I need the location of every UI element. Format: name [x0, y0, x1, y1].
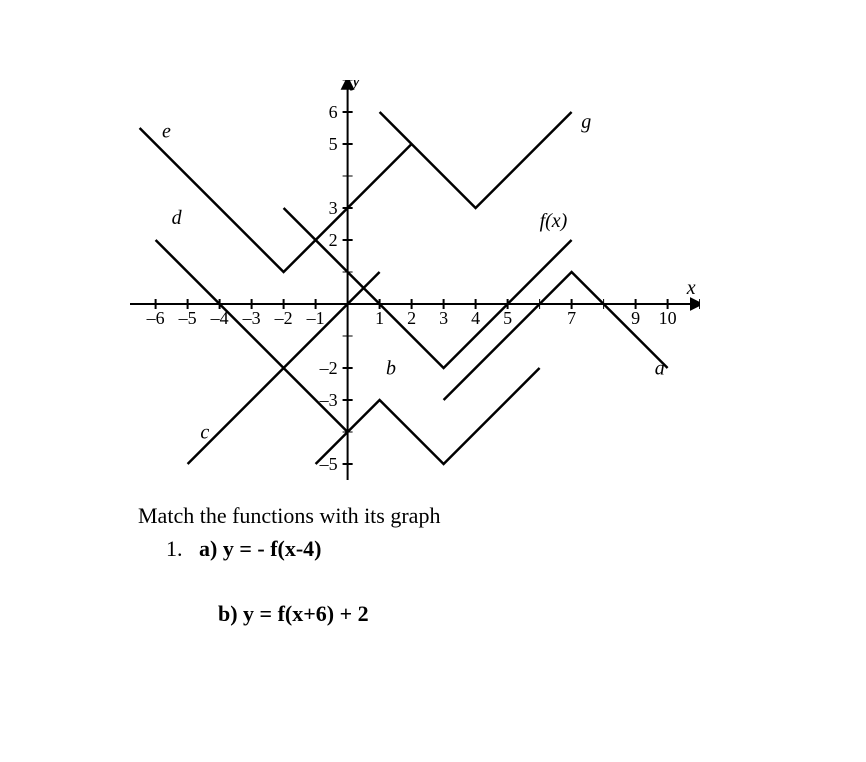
curve-e [140, 128, 412, 272]
x-tick-label: –6 [146, 308, 165, 328]
y-tick-label: 3 [329, 198, 338, 218]
curve-label-g: g [581, 111, 591, 133]
y-axis-label: y [350, 80, 361, 91]
curve-b [316, 368, 540, 464]
page: –6–5–4–3–2–11234579106532–2–3–5yxf(x)ged… [0, 0, 866, 762]
curve-label-d: d [172, 207, 183, 229]
x-tick-label: 3 [439, 308, 448, 328]
question-prompt: Match the functions with its graph [138, 501, 866, 532]
curve-label-a: a [655, 357, 665, 379]
x-tick-label: 4 [471, 308, 480, 328]
x-tick-label: –5 [178, 308, 197, 328]
x-tick-label: 9 [631, 308, 640, 328]
curve-label-f: f(x) [540, 210, 568, 232]
y-tick-label: 5 [329, 134, 338, 154]
option-b: b) y = f(x+6) + 2 [218, 599, 866, 630]
curve-label-e: e [162, 121, 171, 143]
x-tick-label: 2 [407, 308, 416, 328]
curve-c [188, 368, 348, 464]
x-tick-label: 10 [659, 308, 677, 328]
question-block: Match the functions with its graph 1. a)… [138, 501, 866, 629]
x-tick-label: –1 [306, 308, 325, 328]
y-tick-label: 6 [329, 102, 338, 122]
x-axis-label: x [686, 277, 696, 299]
option-a: a) y = - f(x-4) [199, 536, 322, 561]
curve-g [380, 112, 572, 208]
curve-f [284, 208, 572, 368]
curve-label-b: b [386, 357, 396, 379]
x-tick-label: –3 [242, 308, 261, 328]
x-tick-label: 7 [567, 308, 576, 328]
graph-container: –6–5–4–3–2–11234579106532–2–3–5yxf(x)ged… [130, 80, 866, 485]
x-tick-label: 1 [375, 308, 384, 328]
y-tick-label: 2 [329, 230, 338, 250]
curve-label-c: c [200, 421, 209, 443]
x-tick-label: –2 [274, 308, 293, 328]
x-tick-label: 5 [503, 308, 512, 328]
question-line-a: 1. a) y = - f(x-4) [166, 534, 866, 565]
function-graph: –6–5–4–3–2–11234579106532–2–3–5yxf(x)ged… [130, 80, 700, 480]
y-tick-label: –2 [319, 358, 338, 378]
item-number: 1. [166, 536, 183, 561]
